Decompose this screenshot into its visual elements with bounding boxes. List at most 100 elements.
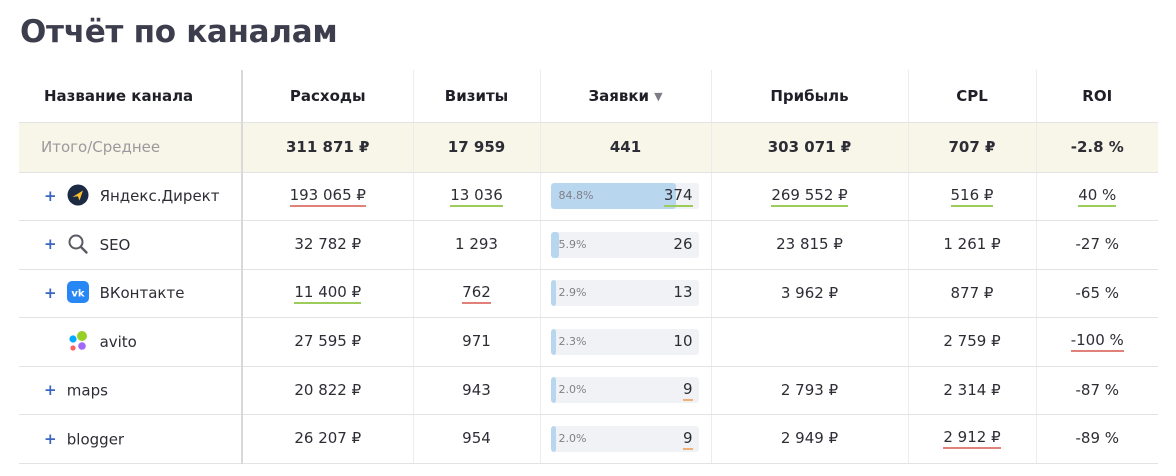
leads-share: 2.3% xyxy=(558,334,587,348)
total-roi: -2.8 % xyxy=(1036,122,1158,173)
avito-icon xyxy=(67,330,89,352)
leads-share: 2.0% xyxy=(558,431,587,445)
spend-value: 26 207 ₽ xyxy=(294,429,362,448)
yandex-direct-icon xyxy=(67,184,89,206)
visits-value: 1 293 xyxy=(455,235,498,254)
leads-value: 9 xyxy=(682,429,693,450)
leads-value: 10 xyxy=(673,331,693,350)
leads-share: 2.0% xyxy=(558,383,587,397)
table-row[interactable]: + SEO 32 782 ₽ 1 293 5.9% 26 23 815 ₽ 1 … xyxy=(19,220,1158,270)
cpl-value: 2 314 ₽ xyxy=(943,380,1001,399)
expand-button[interactable]: + xyxy=(44,186,57,205)
roi-value: -100 % xyxy=(1070,331,1124,353)
leads-bar: 2.0% 9 xyxy=(550,425,699,452)
leads-value: 374 xyxy=(663,186,693,208)
cpl-value: 877 ₽ xyxy=(950,283,994,302)
table-row[interactable]: avito 27 595 ₽ 971 2.3% 10 2 759 ₽ -100 … xyxy=(19,317,1158,367)
total-leads: 441 xyxy=(540,122,712,173)
leads-bar-fill xyxy=(550,425,557,452)
leads-bar: 84.8% 374 xyxy=(550,183,699,210)
channel-name[interactable]: SEO xyxy=(99,235,131,254)
spend-value: 32 782 ₽ xyxy=(294,235,362,254)
profit-value: 2 949 ₽ xyxy=(780,429,839,448)
column-header-profit[interactable]: Прибыль xyxy=(711,70,909,123)
channel-cell: + Яндекс.Директ xyxy=(19,172,243,221)
expand-button[interactable]: + xyxy=(44,235,57,254)
profit-value: 23 815 ₽ xyxy=(776,235,843,254)
total-spend: 311 871 ₽ xyxy=(242,122,414,173)
column-header-roi[interactable]: ROI xyxy=(1036,70,1158,123)
channel-name[interactable]: Яндекс.Директ xyxy=(99,187,220,206)
leads-bar-fill xyxy=(550,183,676,210)
leads-bar: 2.3% 10 xyxy=(550,328,699,355)
leads-bar: 5.9% 26 xyxy=(550,231,699,258)
column-header-cpl[interactable]: CPL xyxy=(908,70,1037,123)
expand-button[interactable]: + xyxy=(44,283,57,302)
channel-cell: + maps xyxy=(19,366,243,415)
leads-bar: 2.9% 13 xyxy=(550,280,699,307)
total-visits: 17 959 xyxy=(413,122,541,173)
visits-value: 943 xyxy=(462,380,491,399)
column-header-visits[interactable]: Визиты xyxy=(413,70,541,123)
sort-down-triangle-icon[interactable]: ▼ xyxy=(654,89,663,103)
cpl-value: 516 ₽ xyxy=(950,186,994,207)
visits-value: 762 xyxy=(462,283,491,304)
channel-cell: avito xyxy=(19,317,243,367)
roi-value: -89 % xyxy=(1075,429,1120,448)
leads-share: 5.9% xyxy=(558,237,587,251)
table-row[interactable]: + blogger 26 207 ₽ 954 2.0% 9 2 949 ₽ 2 … xyxy=(19,414,1158,464)
profit-value: 269 552 ₽ xyxy=(771,186,848,207)
total-cpl: 707 ₽ xyxy=(908,122,1037,173)
leads-bar-fill xyxy=(550,377,557,404)
roi-value: -65 % xyxy=(1075,283,1120,302)
leads-bar-fill xyxy=(550,231,560,258)
leads-share: 84.8% xyxy=(558,189,594,203)
channel-cell: + SEO xyxy=(19,220,243,270)
table-row[interactable]: + Яндекс.Директ 193 065 ₽ 13 036 84.8% 3… xyxy=(19,172,1158,221)
cpl-value: 1 261 ₽ xyxy=(943,235,1001,254)
channel-cell: + blogger xyxy=(19,414,243,464)
column-header-channel[interactable]: Название канала xyxy=(19,70,243,123)
total-profit: 303 071 ₽ xyxy=(711,122,909,173)
total-label: Итого/Среднее xyxy=(19,122,243,173)
expand-button[interactable]: + xyxy=(44,381,57,399)
channel-name[interactable]: maps xyxy=(66,381,108,400)
table-row[interactable]: + maps 20 822 ₽ 943 2.0% 9 2 793 ₽ 2 314… xyxy=(19,366,1158,415)
visits-value: 971 xyxy=(462,332,491,351)
leads-bar-fill xyxy=(550,328,557,355)
roi-value: 40 % xyxy=(1078,186,1117,207)
channel-report-table: Название канала Расходы Визиты Заявки ▼ П… xyxy=(19,70,1158,464)
leads-value: 13 xyxy=(673,283,693,302)
roi-value: -87 % xyxy=(1075,380,1120,399)
channel-name[interactable]: blogger xyxy=(66,430,125,448)
spend-value: 193 065 ₽ xyxy=(289,186,366,207)
leads-bar: 2.0% 9 xyxy=(550,377,699,404)
leads-value: 9 xyxy=(682,380,693,402)
channel-cell: + vk ВКонтакте xyxy=(19,269,243,318)
column-header-spend[interactable]: Расходы xyxy=(242,70,414,123)
table-row[interactable]: + vk ВКонтакте 11 400 ₽ 762 2.9% 13 3 96… xyxy=(19,269,1158,318)
cpl-value: 2 759 ₽ xyxy=(943,332,1001,351)
spend-value: 20 822 ₽ xyxy=(294,380,362,399)
total-row: Итого/Среднее 311 871 ₽ 17 959 441 303 0… xyxy=(19,122,1158,173)
search-icon xyxy=(67,233,89,255)
svg-text:vk: vk xyxy=(71,289,85,300)
visits-value: 13 036 xyxy=(450,186,503,207)
roi-value: -27 % xyxy=(1075,235,1120,254)
profit-value: 2 793 ₽ xyxy=(780,380,839,399)
expand-button[interactable]: + xyxy=(44,429,57,448)
cpl-value: 2 912 ₽ xyxy=(943,428,1001,450)
channel-name[interactable]: ВКонтакте xyxy=(99,284,185,303)
leads-bar-fill xyxy=(550,280,557,307)
vk-icon: vk xyxy=(66,281,89,304)
leads-share: 2.9% xyxy=(558,286,587,300)
channel-name[interactable]: avito xyxy=(99,332,137,351)
table-header-row: Название канала Расходы Визиты Заявки ▼ П… xyxy=(19,70,1158,123)
page-title: Отчёт по каналам xyxy=(20,14,338,50)
leads-value: 26 xyxy=(673,234,693,253)
column-header-leads[interactable]: Заявки ▼ xyxy=(540,70,712,123)
profit-value: 3 962 ₽ xyxy=(780,283,839,302)
visits-value: 954 xyxy=(462,429,491,448)
spend-value: 27 595 ₽ xyxy=(294,332,362,351)
spend-value: 11 400 ₽ xyxy=(294,283,362,304)
